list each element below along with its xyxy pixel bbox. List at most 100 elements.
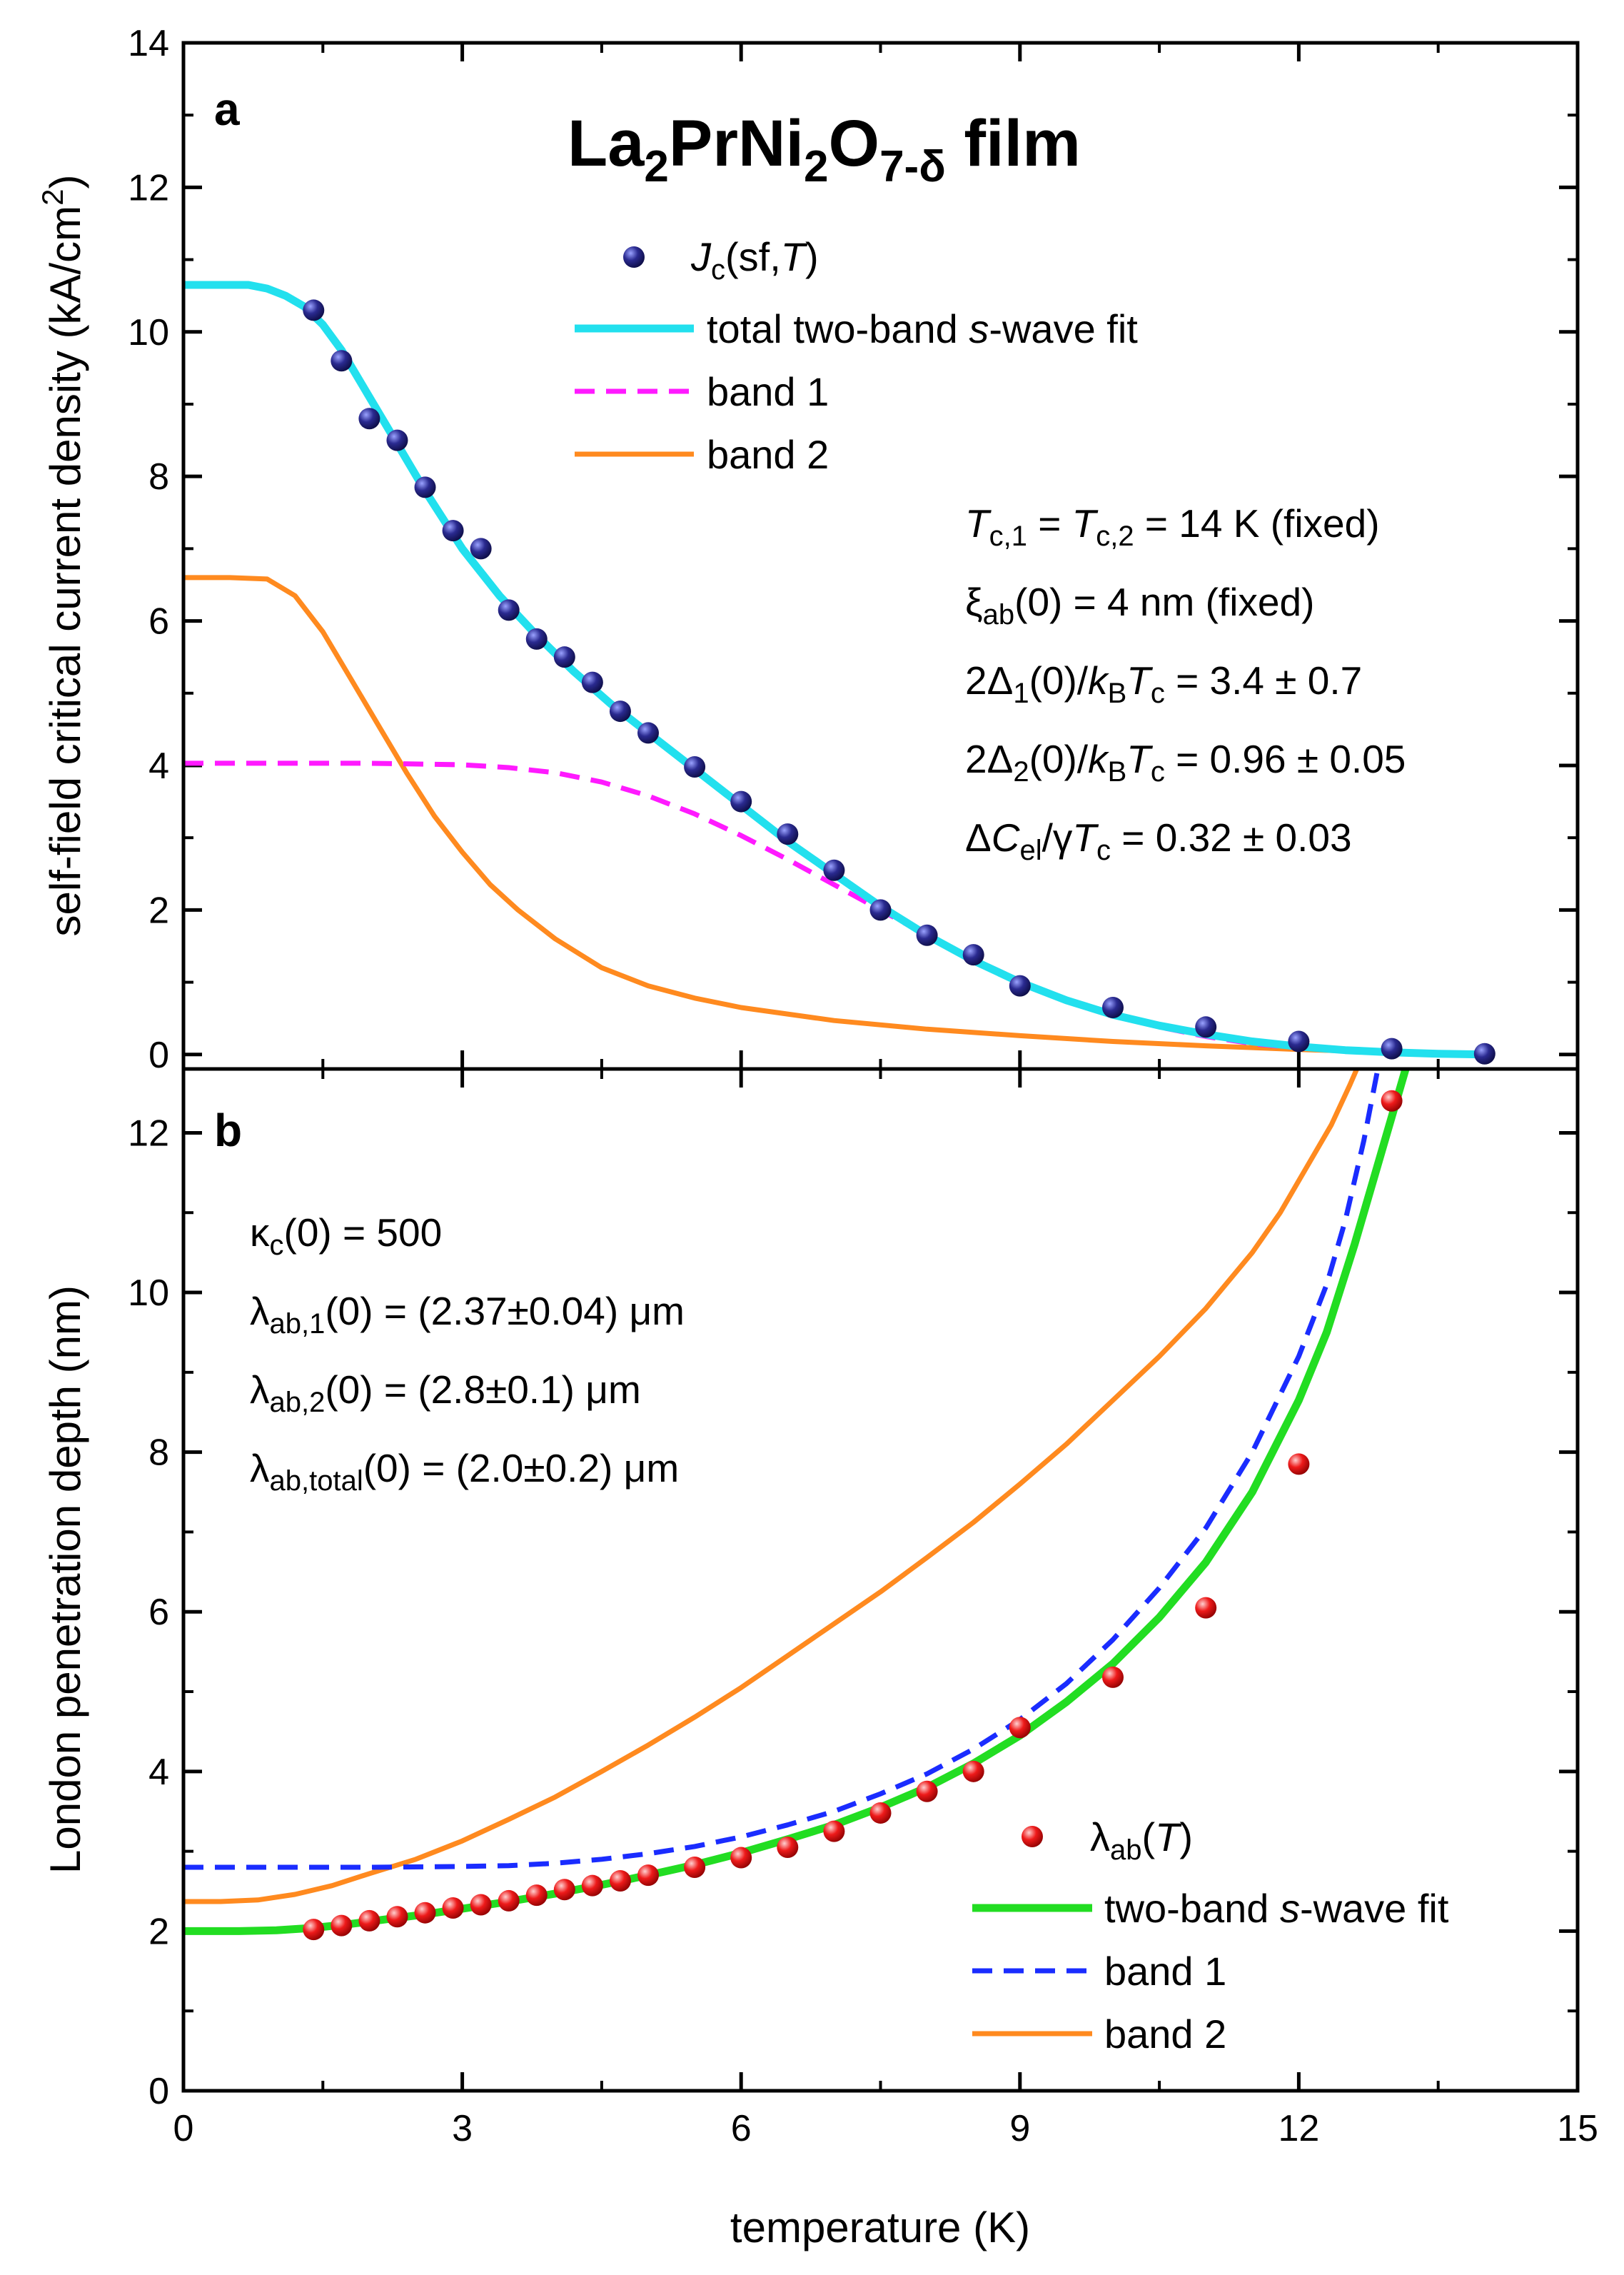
lambda-data-point <box>525 1884 548 1907</box>
lambda-data-point <box>1288 1453 1310 1475</box>
panel-a: 0 2 4 6 8 10 12 14 a La2PrNi2O7-δ film self-fie… <box>36 23 1580 1076</box>
panel-a-y-axis-label: self-field critical current density (kA/… <box>36 175 89 937</box>
legend-a-fit-label: total two-band s-wave fit <box>707 306 1138 351</box>
annotation-lambda2: λab,2(0) = (2.8±0.1) μm <box>250 1367 641 1418</box>
jc-data-point <box>777 823 799 845</box>
jc-data-point <box>823 859 845 881</box>
y-tick-label: 10 <box>128 312 169 353</box>
jc-data-point <box>609 700 631 723</box>
panel-b-legend: λab(T) two-band s-wave fit band 1 band 2 <box>972 1814 1449 2056</box>
y-tick-label: 4 <box>148 1752 169 1793</box>
jc-data-point <box>916 924 938 946</box>
legend-b-lambda: λab(T) <box>1022 1814 1193 1866</box>
y-tick-label: 10 <box>128 1272 169 1314</box>
legend-b-lambda-marker <box>1022 1826 1043 1847</box>
series-line-band-1 <box>183 760 1485 1058</box>
annotation-lambda1: λab,1(0) = (2.37±0.04) μm <box>250 1289 685 1340</box>
legend-a-fit: total two-band s-wave fit <box>575 306 1138 351</box>
jc-data-point <box>684 755 706 778</box>
panel-b: 0 2 4 6 8 10 12 0 3 6 9 12 15 b London penetration d… <box>41 1067 1598 2251</box>
lambda-data-point <box>1102 1666 1124 1688</box>
jc-data-point <box>386 429 408 451</box>
series-line-band-2 <box>183 1069 1360 1904</box>
y-tick-label: 4 <box>148 745 169 787</box>
legend-b-band2: band 2 <box>972 2012 1226 2056</box>
y-tick-label: 6 <box>148 601 169 643</box>
jc-data-point <box>442 520 464 542</box>
jc-data-point <box>525 628 548 650</box>
y-tick-label: 6 <box>148 1592 169 1633</box>
jc-data-point <box>1288 1030 1310 1053</box>
y-tick-label: 8 <box>148 456 169 498</box>
lambda-data-point <box>730 1847 752 1869</box>
jc-data-point <box>414 476 436 498</box>
x-tick-label: 12 <box>1278 2108 1319 2149</box>
annotation-delta-cel: ΔCel/γTc = 0.32 ± 0.03 <box>965 815 1352 866</box>
x-axis-label: temperature (K) <box>730 2204 1030 2251</box>
jc-data-point <box>581 671 603 693</box>
y-tick-label: 12 <box>128 1113 169 1154</box>
lambda-data-point <box>916 1780 938 1802</box>
legend-a-band1-label: band 1 <box>707 369 829 414</box>
lambda-data-point <box>581 1874 603 1897</box>
jc-data-point <box>553 646 575 668</box>
legend-b-band1-label: band 1 <box>1104 1949 1226 1994</box>
legend-a-band1: band 1 <box>575 369 829 414</box>
legend-a-jc-marker <box>623 246 645 268</box>
legend-b-fit: two-band s-wave fit <box>972 1886 1449 1931</box>
legend-a-jc-label: Jc(sf,T) <box>690 234 819 286</box>
legend-b-band2-label: band 2 <box>1104 2012 1226 2056</box>
y-tick-label: 2 <box>148 1911 169 1952</box>
lambda-data-point <box>962 1760 984 1782</box>
lambda-data-point <box>386 1906 408 1928</box>
panel-b-series <box>183 1069 1410 1941</box>
y-tick-label: 12 <box>128 167 169 209</box>
y-tick-label: 8 <box>148 1432 169 1474</box>
panel-b-y-axis-label: London penetration depth (nm) <box>41 1285 89 1874</box>
lambda-data-point <box>684 1856 706 1878</box>
series-line-band-2 <box>183 575 1488 1058</box>
legend-a-band2-label: band 2 <box>707 432 829 477</box>
lambda-data-point <box>777 1837 799 1859</box>
panel-a-title: La2PrNi2O7-δ film <box>568 107 1081 191</box>
jc-data-point <box>1473 1043 1496 1065</box>
panel-a-ticks: 0 2 4 6 8 10 12 14 <box>128 23 1580 1076</box>
y-tick-label: 14 <box>128 23 169 64</box>
jc-data-point <box>637 722 659 744</box>
lambda-data-point <box>1195 1597 1217 1619</box>
series-line-band-1 <box>183 1069 1381 1870</box>
panel-b-frame <box>181 1067 1580 2093</box>
annotation-delta2: 2Δ2(0)/kBTc = 0.96 ± 0.05 <box>965 737 1406 788</box>
legend-b-lambda-label: λab(T) <box>1090 1814 1193 1866</box>
x-tick-label: 9 <box>1009 2108 1030 2149</box>
legend-a-jc: Jc(sf,T) <box>623 234 819 286</box>
annotation-xi: ξab(0) = 4 nm (fixed) <box>965 580 1314 631</box>
panel-a-label: a <box>214 84 240 135</box>
jc-data-point <box>962 944 984 966</box>
lambda-data-point <box>609 1869 631 1892</box>
panel-a-series <box>183 281 1496 1065</box>
lambda-data-point <box>823 1820 845 1842</box>
jc-data-point <box>358 408 380 430</box>
legend-b-band1: band 1 <box>972 1949 1226 1994</box>
jc-data-point <box>470 538 492 560</box>
panel-b-annotations: κc(0) = 500 λab,1(0) = (2.37±0.04) μm λa… <box>250 1210 685 1497</box>
jc-data-point <box>303 299 325 321</box>
panel-b-label: b <box>214 1105 242 1156</box>
y-tick-label: 0 <box>148 1035 169 1076</box>
jc-data-point <box>1381 1038 1403 1060</box>
annotation-tc: Tc,1 = Tc,2 = 14 K (fixed) <box>965 501 1380 552</box>
y-tick-label: 0 <box>148 2071 169 2112</box>
x-tick-label: 0 <box>173 2108 194 2149</box>
jc-data-point <box>869 899 892 921</box>
annotation-kappa: κc(0) = 500 <box>250 1210 442 1261</box>
jc-data-point <box>1009 975 1031 997</box>
jc-data-point <box>331 350 353 372</box>
x-tick-label: 15 <box>1557 2108 1598 2149</box>
lambda-data-point <box>637 1864 659 1887</box>
lambda-data-point <box>869 1802 892 1824</box>
x-tick-label: 3 <box>452 2108 473 2149</box>
panel-a-legend: Jc(sf,T) total two-band s-wave fit band … <box>575 234 1138 477</box>
lambda-data-point <box>358 1909 380 1932</box>
